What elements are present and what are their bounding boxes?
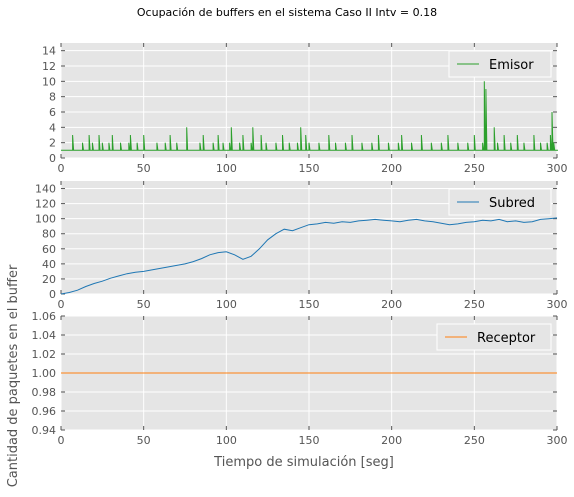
x-tick-label: 100 xyxy=(216,434,237,447)
y-tick-label: 40 xyxy=(42,258,56,271)
y-tick-label: 12 xyxy=(42,60,56,73)
x-tick-label: 0 xyxy=(58,298,65,311)
x-tick-label: 200 xyxy=(381,434,402,447)
x-axis-label: Tiempo de simulación [seg] xyxy=(213,455,394,470)
y-tick-label: 14 xyxy=(42,45,56,58)
x-tick-label: 150 xyxy=(299,434,320,447)
legend-label: Subred xyxy=(489,196,535,211)
y-tick-label: 10 xyxy=(42,75,56,88)
y-tick-label: 120 xyxy=(35,198,56,211)
y-tick-label: 140 xyxy=(35,183,56,196)
x-tick-label: 50 xyxy=(137,298,151,311)
x-tick-label: 250 xyxy=(464,434,485,447)
x-tick-label: 200 xyxy=(381,298,402,311)
y-tick-label: 1.04 xyxy=(32,329,57,342)
x-tick-label: 50 xyxy=(137,162,151,175)
y-tick-label: 8 xyxy=(49,91,56,104)
x-tick-label: 100 xyxy=(216,162,237,175)
y-tick-label: 80 xyxy=(42,228,56,241)
legend-label: Emisor xyxy=(489,58,534,73)
y-tick-label: 0 xyxy=(49,288,56,301)
x-tick-label: 300 xyxy=(547,434,568,447)
y-tick-label: 0 xyxy=(49,152,56,165)
y-tick-label: 0.96 xyxy=(32,405,57,418)
y-tick-label: 6 xyxy=(49,106,56,119)
x-tick-label: 300 xyxy=(547,298,568,311)
legend-label: Receptor xyxy=(477,331,536,346)
y-tick-label: 1.06 xyxy=(32,310,57,323)
y-tick-label: 2 xyxy=(49,137,56,150)
x-tick-label: 100 xyxy=(216,298,237,311)
x-tick-label: 0 xyxy=(58,434,65,447)
x-tick-label: 50 xyxy=(137,434,151,447)
y-tick-label: 20 xyxy=(42,273,56,286)
y-tick-label: 4 xyxy=(49,121,56,134)
series-line-subred xyxy=(60,217,558,295)
y-tick-label: 60 xyxy=(42,243,56,256)
y-tick-label: 100 xyxy=(35,213,56,226)
y-tick-label: 0.98 xyxy=(32,386,57,399)
figure-title: Ocupación de buffers en el sistema Caso … xyxy=(137,6,437,19)
series-line-emisor xyxy=(61,81,558,151)
y-tick-label: 1.00 xyxy=(32,367,57,380)
x-tick-label: 200 xyxy=(381,162,402,175)
receptor-subplot: 0.94 0.96 0.98 1.00 1.02 1.04 1.06 0 50 100 150 200… xyxy=(32,310,568,447)
x-tick-label: 300 xyxy=(547,162,568,175)
x-tick-label: 0 xyxy=(58,162,65,175)
y-tick-label: 1.02 xyxy=(32,348,57,361)
x-tick-label: 150 xyxy=(299,298,320,311)
y-axis-label: Cantidad de paquetes en el buffer xyxy=(6,264,21,487)
x-tick-label: 250 xyxy=(464,162,485,175)
x-tick-label: 150 xyxy=(299,162,320,175)
x-tick-label: 250 xyxy=(464,298,485,311)
y-tick-label: 0.94 xyxy=(32,424,57,437)
